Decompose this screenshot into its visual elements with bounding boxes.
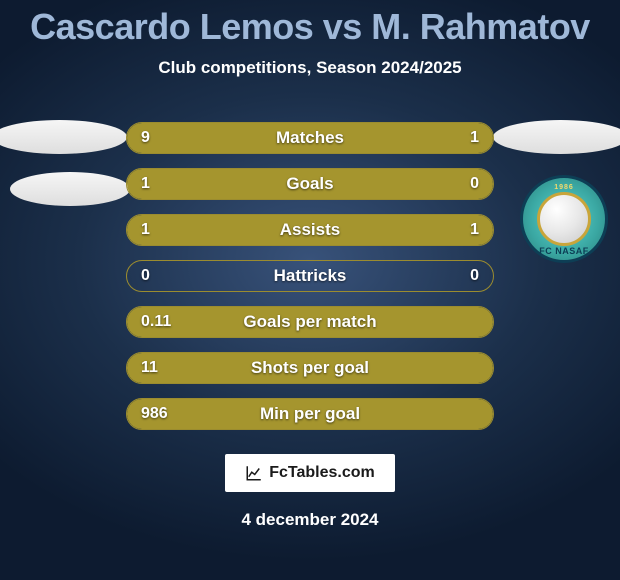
stat-row: Assists1 1 xyxy=(126,214,494,246)
stat-value-right: 0 xyxy=(470,169,479,199)
stat-row: Min per goal986 xyxy=(126,398,494,430)
stat-label: Matches xyxy=(127,123,493,153)
watermark-text: FcTables.com xyxy=(269,464,375,482)
stat-value-right: 0 xyxy=(470,261,479,291)
stat-value-right: 1 xyxy=(470,123,479,153)
stats-list: Matches91Goals10Assists11Hattricks00Goal… xyxy=(0,122,620,430)
stat-value-left: 9 xyxy=(141,123,150,153)
stat-value-left: 1 xyxy=(141,169,150,199)
stat-row: Matches9 1 xyxy=(126,122,494,154)
stat-label: Min per goal xyxy=(127,399,493,429)
watermark: FcTables.com xyxy=(225,454,395,492)
stat-label: Assists xyxy=(127,215,493,245)
stat-label: Shots per goal xyxy=(127,353,493,383)
page-title: Cascardo Lemos vs M. Rahmatov xyxy=(30,6,590,48)
stat-value-right: 1 xyxy=(470,215,479,245)
chart-icon xyxy=(245,464,263,482)
stat-label: Goals xyxy=(127,169,493,199)
stat-row: Hattricks0 0 xyxy=(126,260,494,292)
stat-label: Hattricks xyxy=(127,261,493,291)
stat-value-left: 0 xyxy=(141,261,150,291)
stat-value-left: 11 xyxy=(141,353,158,383)
page-subtitle: Club competitions, Season 2024/2025 xyxy=(158,58,461,78)
stat-row: Goals per match0.11 xyxy=(126,306,494,338)
stat-value-left: 0.11 xyxy=(141,307,171,337)
content-column: Cascardo Lemos vs M. Rahmatov Club compe… xyxy=(0,0,620,580)
date-text: 4 december 2024 xyxy=(241,510,378,530)
stat-label: Goals per match xyxy=(127,307,493,337)
stat-row: Goals1 0 xyxy=(126,168,494,200)
stat-value-left: 986 xyxy=(141,399,168,429)
stat-row: Shots per goal11 xyxy=(126,352,494,384)
stat-value-left: 1 xyxy=(141,215,150,245)
